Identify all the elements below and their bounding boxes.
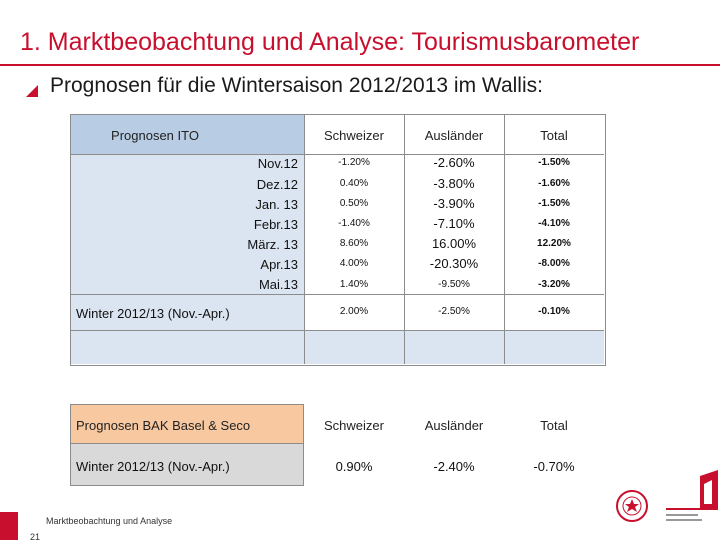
value-total: -1.50% xyxy=(538,198,570,209)
value-schweizer: 0.50% xyxy=(339,198,369,209)
title-rule xyxy=(0,64,720,66)
value-schweizer: 2.00% xyxy=(339,306,369,317)
bak-table-label: Prognosen BAK Basel & Seco xyxy=(76,418,251,433)
triangle-bullet-icon xyxy=(26,85,38,97)
ito-winter-label-bg xyxy=(70,294,304,330)
ito-col-schweizer: Schweizer xyxy=(324,128,384,143)
value-schweizer: 8.60% xyxy=(339,238,369,249)
value-schweizer: 4.00% xyxy=(339,258,369,269)
value-total: 12.20% xyxy=(537,238,571,249)
value-auslaender: -2.50% xyxy=(438,306,470,317)
month-label: Dez.12 xyxy=(256,177,298,192)
month-label: März. 13 xyxy=(247,237,298,252)
month-label: Febr.13 xyxy=(253,217,298,232)
ito-blank-row xyxy=(70,330,604,364)
month-label: Mai.13 xyxy=(258,277,298,292)
value-total: -8.00% xyxy=(538,258,570,269)
ito-table-label: Prognosen ITO xyxy=(111,128,199,143)
value-auslaender: -9.50% xyxy=(438,279,470,290)
value-auslaender: -3.80% xyxy=(433,176,475,191)
ito-divider xyxy=(70,294,604,295)
footer-accent-bar xyxy=(0,512,18,540)
month-label: Apr.13 xyxy=(260,257,298,272)
value-auslaender: 16.00% xyxy=(431,236,477,251)
value-auslaender: -2.60% xyxy=(433,155,475,170)
value-total: -1.60% xyxy=(538,178,570,189)
ito-divider xyxy=(404,114,405,364)
ito-col-total: Total xyxy=(540,128,568,143)
value-total: -0.70% xyxy=(533,459,575,474)
value-total: -0.10% xyxy=(538,306,570,317)
value-schweizer: 1.40% xyxy=(339,279,369,290)
value-schweizer: -1.20% xyxy=(338,157,370,168)
value-total: -4.10% xyxy=(538,218,570,229)
ito-month-area xyxy=(70,154,304,294)
footer-text: Marktbeobachtung und Analyse xyxy=(46,516,173,526)
bak-col-total: Total xyxy=(540,418,568,433)
ito-table-border xyxy=(70,114,606,366)
value-auslaender: -7.10% xyxy=(433,216,475,231)
page-subtitle: Prognosen für die Wintersaison 2012/2013… xyxy=(50,74,543,97)
value-total: -3.20% xyxy=(538,279,570,290)
ito-label-cell xyxy=(70,114,304,154)
value-auslaender: -20.30% xyxy=(429,256,479,271)
page-number: 21 xyxy=(30,532,41,542)
value-schweizer: -1.40% xyxy=(338,218,370,229)
ito-col-auslaender: Ausländer xyxy=(424,128,484,143)
bak-label-cell xyxy=(70,404,304,444)
bak-winter-label-bg xyxy=(70,444,304,486)
value-auslaender: -2.40% xyxy=(433,459,475,474)
value-total: -1.50% xyxy=(538,157,570,168)
page-title: 1. Marktbeobachtung und Analyse: Tourism… xyxy=(20,28,640,56)
winter-label: Winter 2012/13 (Nov.-Apr.) xyxy=(76,306,230,321)
bak-col-auslaender: Ausländer xyxy=(424,418,484,433)
value-schweizer: 0.40% xyxy=(339,178,369,189)
month-label: Jan. 13 xyxy=(255,197,298,212)
canton-logo-icon xyxy=(616,470,718,522)
ito-divider xyxy=(504,114,505,364)
ito-divider xyxy=(70,330,604,331)
winter-label: Winter 2012/13 (Nov.-Apr.) xyxy=(76,459,230,474)
ito-divider xyxy=(304,114,305,364)
value-schweizer: 0.90% xyxy=(335,459,373,474)
month-label: Nov.12 xyxy=(257,156,298,171)
bak-col-schweizer: Schweizer xyxy=(324,418,384,433)
value-auslaender: -3.90% xyxy=(433,196,475,211)
ito-divider xyxy=(70,154,604,155)
